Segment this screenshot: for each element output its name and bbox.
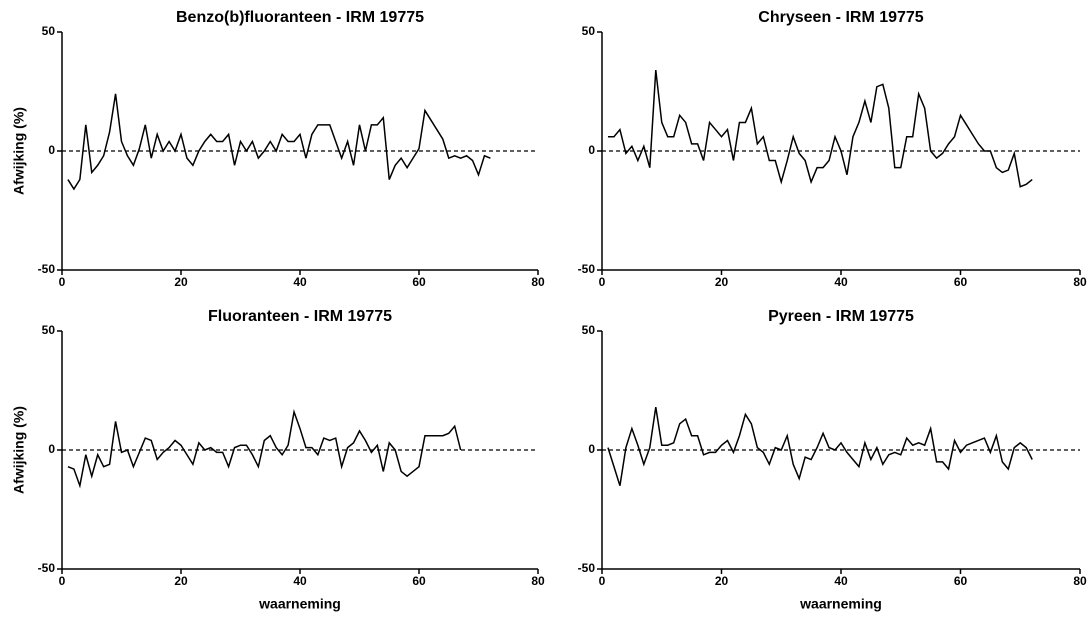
data-line	[607, 69, 1033, 188]
chart-title: Benzo(b)fluoranteen - IRM 19775	[176, 9, 424, 26]
x-tick-label: 60	[412, 275, 426, 289]
chart-title: Fluoranteen - IRM 19775	[208, 308, 392, 325]
y-tick-label: 50	[582, 323, 596, 337]
data-line	[607, 407, 1033, 486]
y-tick-label: 0	[48, 143, 55, 157]
y-tick-label: -50	[578, 262, 596, 276]
x-tick-label: 80	[1073, 275, 1087, 289]
x-tick-label: 60	[954, 275, 968, 289]
x-tick-label: 20	[174, 574, 188, 588]
y-tick-label: 50	[42, 323, 56, 337]
y-tick-label: 50	[582, 24, 596, 38]
y-axis-label: Afwijking (%)	[11, 406, 27, 494]
chart-title: Pyreen - IRM 19775	[768, 308, 914, 325]
x-tick-label: 40	[834, 275, 848, 289]
y-tick-label: 0	[588, 143, 595, 157]
chart-title: Chryseen - IRM 19775	[758, 9, 924, 26]
x-tick-label: 80	[531, 574, 545, 588]
x-tick-label: 0	[599, 275, 606, 289]
data-line	[67, 409, 462, 489]
y-tick-label: -50	[38, 561, 56, 575]
x-axis-label: waarneming	[258, 596, 341, 612]
y-tick-label: 0	[588, 442, 595, 456]
x-tick-label: 0	[599, 574, 606, 588]
x-tick-label: 80	[531, 275, 545, 289]
x-tick-label: 40	[293, 574, 307, 588]
x-tick-label: 40	[293, 275, 307, 289]
y-axis-label: Afwijking (%)	[11, 107, 27, 195]
x-tick-label: 20	[715, 275, 729, 289]
x-tick-label: 20	[174, 275, 188, 289]
x-tick-label: 80	[1073, 574, 1087, 588]
x-tick-label: 0	[59, 275, 66, 289]
y-tick-label: -50	[38, 262, 56, 276]
x-tick-label: 60	[954, 574, 968, 588]
y-tick-label: 50	[42, 24, 56, 38]
x-tick-label: 60	[412, 574, 426, 588]
x-tick-label: 0	[59, 574, 66, 588]
y-tick-label: -50	[578, 561, 596, 575]
data-line	[67, 93, 491, 191]
x-tick-label: 40	[834, 574, 848, 588]
y-tick-label: 0	[48, 442, 55, 456]
x-tick-label: 20	[715, 574, 729, 588]
x-axis-label: waarneming	[799, 596, 882, 612]
